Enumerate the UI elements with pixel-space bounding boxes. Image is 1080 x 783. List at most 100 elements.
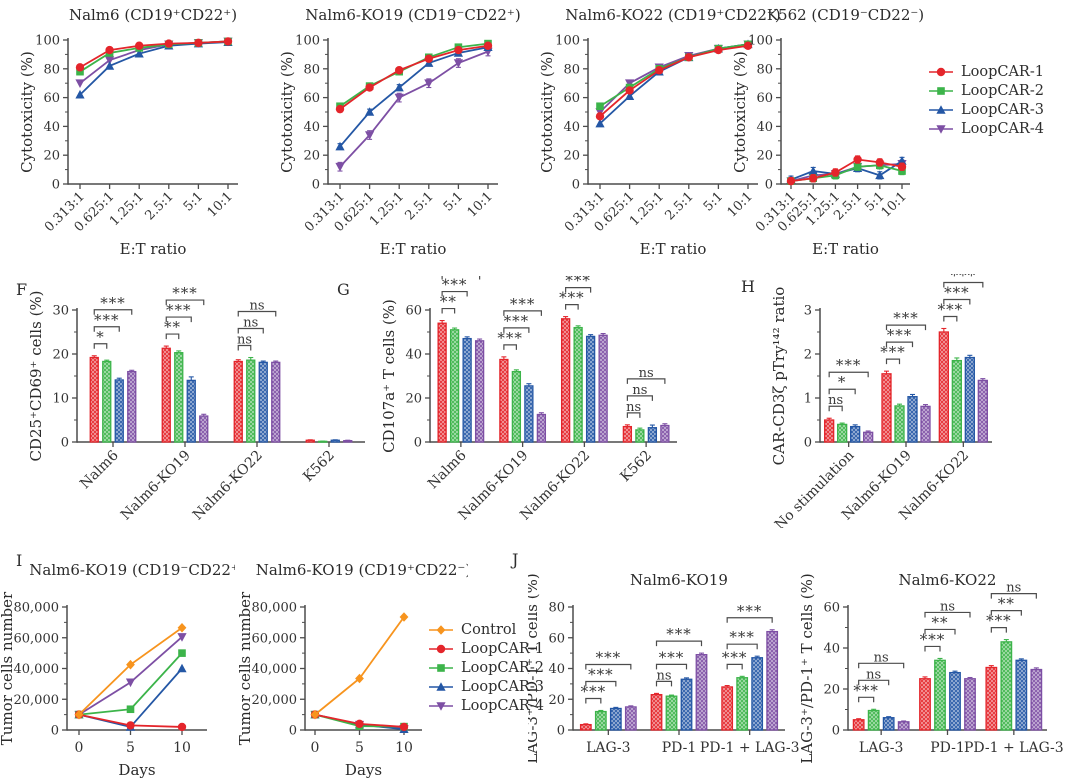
svg-text:0: 0 [765,178,773,193]
svg-text:**: ** [164,318,181,336]
svg-text:0: 0 [51,724,59,739]
svg-text:Nalm6-KO19 (CD19⁻CD22⁺): Nalm6-KO19 (CD19⁻CD22⁺) [29,561,235,579]
svg-text:E:T ratio: E:T ratio [640,240,707,258]
svg-text:0: 0 [832,724,840,739]
svg-text:Tumor cells number: Tumor cells number [0,591,16,745]
svg-text:0: 0 [557,724,565,739]
panel-label-g: G [337,280,350,299]
svg-text:2.5:1: 2.5:1 [142,189,176,223]
legend-item-loopcar-2: LoopCAR-2 [928,83,1044,99]
diamond-marker-icon [429,625,453,635]
legend-label: LoopCAR-3 [961,102,1044,118]
svg-text:*: * [96,328,105,346]
legend-label: LoopCAR-3 [461,679,544,695]
svg-text:0: 0 [289,724,297,739]
svg-text:40,000: 40,000 [14,662,60,677]
svg-text:10:1: 10:1 [465,189,496,220]
svg-text:20,000: 20,000 [14,693,60,708]
tumor-growth-ko19-cd22pos-svg: 0 20,000 40,000 60,000 80,000 Nalm6-KO19 (CD1… [0,561,245,779]
svg-text:PD-1: PD-1 [662,740,697,756]
svg-text:20: 20 [303,149,320,164]
svg-text:0: 0 [312,178,320,193]
svg-text:Tumor cells number: Tumor cells number [238,591,254,745]
svg-text:60: 60 [43,91,60,106]
svg-text:80: 80 [563,62,580,77]
svg-text:ns: ns [828,393,843,408]
svg-text:60: 60 [756,91,773,106]
panel-label-j: J [512,550,519,569]
svg-text:***: *** [920,630,946,648]
legend-label: LoopCAR-1 [961,64,1044,80]
exhaustion-ko22-svg: 0 20 40 60 Nalm6-KO22 LAG-3⁺/PD-1⁺ T cells (%… [798,571,1064,764]
triangle-marker-icon [429,682,453,691]
svg-text:E:T ratio: E:T ratio [120,240,187,258]
panel-label-h: H [741,277,755,296]
svg-text:20: 20 [43,149,60,164]
svg-text:*: * [838,373,847,391]
cytotoxicity-nalm6-ko22-svg: 0 20 40 60 80 100 Nalm6-KO22 (CD19⁺CD22⁻) Cytot… [538,6,781,258]
svg-text:0: 0 [61,436,69,451]
svg-text:60: 60 [548,631,565,646]
svg-text:0: 0 [311,740,320,756]
svg-text:60: 60 [405,304,422,319]
svg-text:ns: ns [639,366,654,381]
svg-text:40: 40 [405,348,422,363]
chart-cytotoxicity-nalm6: 0 20 40 60 80 100 Nalm6 (CD19⁺CD22⁺) Cytotoxici… [14,4,264,262]
legend-item-loopcar-4: LoopCAR-4 [428,698,544,714]
svg-text:CAR-CD3ζ pTry¹⁴² ratio: CAR-CD3ζ pTry¹⁴² ratio [770,287,788,466]
svg-text:ns: ns [656,668,671,683]
svg-text:1.25:1: 1.25:1 [107,189,147,229]
svg-text:2.5:1: 2.5:1 [662,189,696,223]
svg-text:10: 10 [173,740,191,756]
svg-text:20: 20 [756,149,773,164]
square-marker-icon [429,664,453,672]
svg-text:**: ** [998,595,1015,613]
svg-text:100: 100 [748,34,773,49]
svg-text:***: *** [581,682,607,700]
svg-text:***: *** [510,295,536,313]
svg-text:40: 40 [563,120,580,135]
legend-loopcar: LoopCAR-1 LoopCAR-2 LoopCAR-3 LoopCAR-4 [928,64,1044,137]
svg-text:***: *** [596,648,622,666]
square-marker-icon [929,87,953,95]
svg-text:***: *** [893,309,919,327]
svg-text:Cytotoxicity (%): Cytotoxicity (%) [278,51,296,173]
svg-text:***: *** [497,329,523,347]
svg-text:40: 40 [43,120,60,135]
svg-text:***: *** [588,665,614,683]
legend-item-control: Control [428,622,544,638]
legend-item-loopcar-2: LoopCAR-2 [428,660,544,676]
svg-text:Cytotoxicity (%): Cytotoxicity (%) [18,51,36,173]
svg-text:5: 5 [126,740,135,756]
svg-text:80: 80 [756,62,773,77]
svg-text:LAG-3: LAG-3 [859,740,904,756]
chart-car-cd3z-phosphorylation: 0 1 2 3 CAR-CD3ζ pTry¹⁴² ratio No stimulation… [700,266,1075,533]
svg-text:Cytotoxicity (%): Cytotoxicity (%) [731,51,749,173]
svg-text:Cytotoxicity (%): Cytotoxicity (%) [538,51,556,173]
chart-exhaustion-ko19: 0 20 40 60 80 Nalm6-KO19 LAG-3⁺/PD-1⁺ T cells … [523,545,808,783]
legend-item-loopcar-3: LoopCAR-3 [928,102,1044,118]
svg-text:1.25:1: 1.25:1 [367,189,407,229]
svg-text:***: *** [836,356,862,374]
svg-text:20: 20 [548,693,565,708]
svg-text:5:1: 5:1 [441,189,466,214]
svg-text:***: *** [559,289,585,307]
svg-text:2: 2 [804,348,812,363]
chart-cytotoxicity-nalm6-ko22: 0 20 40 60 80 100 Nalm6-KO22 (CD19⁺CD22⁻) Cytot… [534,4,784,262]
chart-tumor-growth-ko19-cd19pos: 0 20,000 40,000 60,000 80,000 Nalm6-KO19 (CD1… [236,545,471,783]
svg-text:ns: ns [626,400,641,415]
svg-text:CD107a⁺ T cells (%): CD107a⁺ T cells (%) [380,299,398,453]
svg-text:60: 60 [823,601,840,616]
triangle-down-marker-icon [929,125,953,134]
svg-text:3: 3 [804,304,812,319]
legend-label: LoopCAR-1 [461,641,544,657]
legend-label: Control [461,622,517,638]
svg-text:E:T ratio: E:T ratio [380,240,447,258]
svg-text:40: 40 [548,662,565,677]
svg-text:***: *** [166,301,192,319]
svg-text:ns: ns [632,383,647,398]
svg-text:Nalm6-KO19 (CD19⁻CD22⁺): Nalm6-KO19 (CD19⁻CD22⁺) [305,6,520,24]
chart-exhaustion-ko22: 0 20 40 60 Nalm6-KO22 LAG-3⁺/PD-1⁺ T cells (%… [798,545,1072,783]
